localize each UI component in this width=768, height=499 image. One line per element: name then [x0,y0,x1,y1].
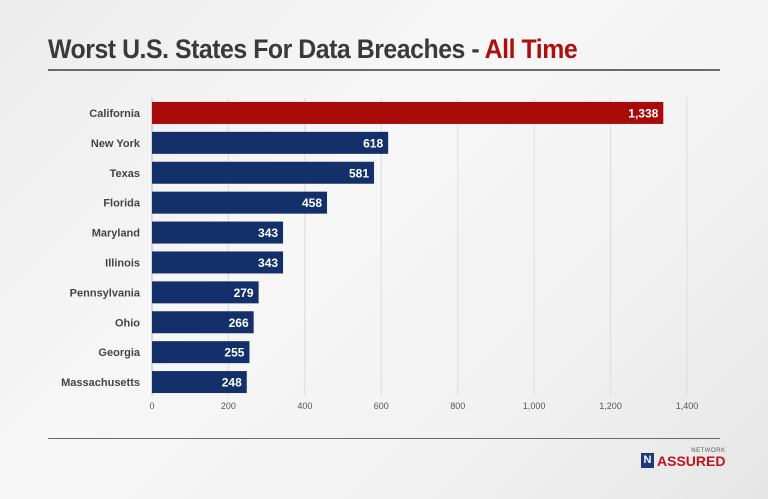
bar [152,131,389,154]
category-label: Ohio [115,317,140,329]
category-label: Pennsylvania [70,287,141,299]
x-tick-label: 0 [149,401,154,411]
x-tick-label: 1,400 [676,401,699,411]
value-label: 248 [222,376,242,390]
bar [152,101,664,124]
bar [152,371,247,394]
category-label: Florida [103,198,141,210]
category-label: Illinois [105,257,140,269]
x-tick-label: 600 [374,401,389,411]
title-main: Worst U.S. States For Data Breaches - [48,34,485,64]
bar [152,161,375,184]
logo-small-text: NETWORK [691,448,726,454]
title-rule [48,69,720,71]
x-tick-label: 400 [297,401,312,411]
value-label: 279 [234,286,254,300]
bar [152,281,259,304]
logo-mark-icon: N [641,453,654,468]
value-label: 581 [349,166,369,180]
value-label: 266 [229,316,249,330]
category-label: Georgia [98,347,140,359]
value-label: 343 [258,226,278,240]
x-tick-label: 200 [221,401,236,411]
bar [152,251,284,274]
value-label: 343 [258,256,278,270]
value-label: 618 [363,136,383,150]
bar [152,341,250,364]
footer-rule [48,438,720,439]
network-assured-logo: N NETWORK ASSURED [641,448,725,468]
value-label: 255 [224,346,244,360]
category-label: Texas [110,168,140,180]
bar [152,191,328,214]
x-tick-label: 1,000 [523,401,546,411]
category-label: California [89,108,141,120]
bar [152,221,284,244]
category-label: Maryland [92,228,140,240]
logo-big-text: ASSURED [657,453,726,469]
bar [152,311,254,334]
category-label: Massachusetts [61,377,140,389]
title-accent: All Time [484,34,578,64]
x-tick-label: 800 [450,401,465,411]
category-label: New York [91,138,141,150]
value-label: 1,338 [628,106,658,120]
x-tick-label: 1,200 [599,401,622,411]
chart-title: Worst U.S. States For Data Breaches - Al… [48,34,578,65]
value-label: 458 [302,196,322,210]
